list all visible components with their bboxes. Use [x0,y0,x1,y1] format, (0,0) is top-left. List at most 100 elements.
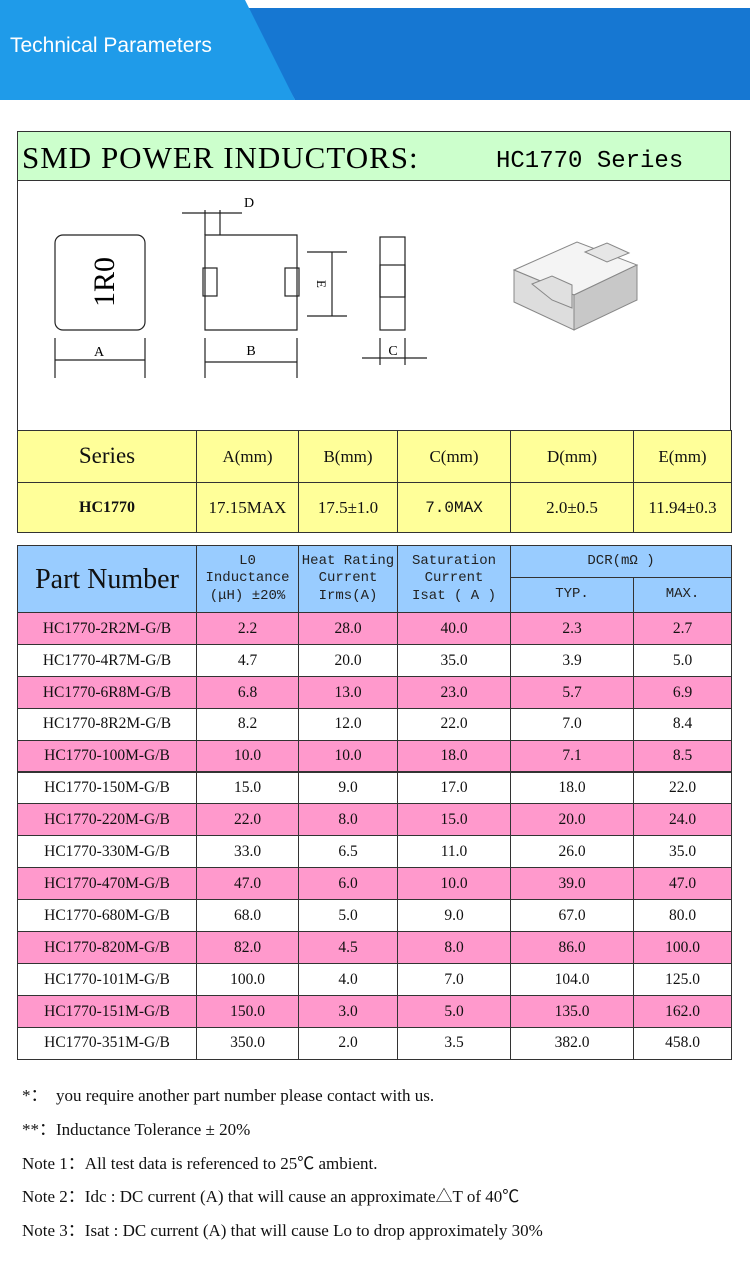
table-cell: HC1770-150M-G/B [17,771,197,805]
cell-text: 47.0 [668,874,697,892]
header-text: Isat ( A ) [411,587,496,604]
table-cell: 458.0 [633,1026,732,1060]
cell-text: 15.0 [233,779,262,797]
cell-text: 6.0 [338,874,358,892]
dim-header-text: Series [78,443,136,469]
table-cell: 18.0 [510,771,634,805]
table-cell: 47.0 [196,867,299,901]
note: Note 1：All test data is referenced to 25… [22,1153,378,1173]
cell-text: HC1770-100M-G/B [44,747,170,765]
cell-text: 3.9 [562,651,582,669]
table-cell: 9.0 [397,899,511,932]
cell-text: 82.0 [233,938,262,956]
cell-text: 12.0 [334,715,362,733]
drawing: 1R0 A D B E C [17,180,731,431]
cell-text: 15.0 [440,811,468,829]
dim-cell: 2.0±0.5 [510,482,634,533]
cell-text: 125.0 [665,970,700,988]
table-cell: 3.5 [397,1026,511,1060]
dim-header-text: C(mm) [429,446,479,466]
table-cell: 8.2 [196,707,299,741]
table-cell: 350.0 [196,1026,299,1060]
dim-cell: 7.0MAX [397,482,511,533]
cell-text: 382.0 [554,1034,590,1052]
cell-text: 24.0 [668,811,697,829]
banner: Technical Parameters [0,0,750,100]
header-text: Current [318,570,378,587]
cell-text: 35.0 [440,651,468,669]
table-cell: 2.0 [298,1026,398,1060]
table-cell: 11.0 [397,835,511,869]
cell-text: 7.0 [444,970,464,988]
cell-text: 20.0 [334,651,362,669]
header-cell: Heat Rating Current Irms(A) [298,545,398,613]
table-cell: 4.0 [298,962,398,996]
header-text: MAX. [665,586,700,603]
table-cell: 135.0 [510,994,634,1028]
cell-text: 4.7 [237,651,258,669]
table-cell: 6.9 [633,675,732,709]
header-cell: DCR(mΩ ) [510,545,732,578]
cell-text: 17.0 [440,779,468,797]
banner-light [0,0,295,100]
table-cell: 28.0 [298,612,398,645]
dim-label: A [94,345,105,360]
header-cell: TYP. [510,577,634,613]
cell-text: 39.0 [558,874,586,892]
table-cell: 7.0 [397,962,511,996]
cell-text: 5.0 [444,1002,464,1020]
table-cell: 3.9 [510,643,634,677]
table-cell: 10.0 [298,739,398,773]
table-cell: 4.7 [196,643,299,677]
header-text: DCR(mΩ ) [587,552,655,569]
cell-text: 4.5 [338,938,358,956]
dim-header: Series [17,430,197,483]
banner-title: Technical Parameters [10,34,212,57]
table-cell: 125.0 [633,962,732,996]
table-cell: 5.0 [633,643,732,677]
top-view [54,234,146,378]
dim-cell: 17.15MAX [196,482,299,533]
table-cell: 162.0 [633,994,732,1028]
table-cell: HC1770-220M-G/B [17,803,197,837]
cell-text: 13.0 [334,683,362,701]
table-cell: 15.0 [196,771,299,805]
dim-text: 17.15MAX [208,497,287,517]
table-cell: 47.0 [633,867,732,901]
note: *： you require another part number pleas… [22,1086,435,1105]
cell-text: 22.0 [668,779,697,797]
table-cell: 67.0 [510,899,634,932]
dim-cell: 11.94±0.3 [633,482,732,533]
table-cell: 20.0 [510,803,634,837]
table-cell: 3.0 [298,994,398,1028]
cell-text: 11.0 [440,843,468,861]
dim-header-text: B(mm) [323,446,373,466]
dim-header: B(mm) [298,430,398,483]
dim-text: 11.94±0.3 [648,497,717,517]
cell-text: 10.0 [334,747,362,765]
cell-text: HC1770-2R2M-G/B [42,619,172,637]
table-cell: 7.1 [510,739,634,773]
table-cell: 40.0 [397,612,511,645]
table-cell: 20.0 [298,643,398,677]
table-cell: 4.5 [298,931,398,964]
cell-text: HC1770-151M-G/B [44,1002,170,1020]
table-cell: HC1770-470M-G/B [17,867,197,901]
cell-text: 8.4 [672,715,693,733]
cell-text: 3.0 [338,1002,358,1020]
table-cell: 9.0 [298,771,398,805]
header-text: Heat Rating [301,552,395,569]
cell-text: 80.0 [668,906,697,924]
note: Note 3：Isat : DC current (A) that will c… [22,1221,543,1241]
table-cell: 80.0 [633,899,732,932]
cell-text: HC1770-351M-G/B [44,1034,170,1052]
dim-label: D [244,196,254,211]
cell-text: 20.0 [558,811,586,829]
table-cell: 82.0 [196,931,299,964]
table-cell: HC1770-820M-G/B [17,931,197,964]
cell-text: 8.2 [237,715,258,733]
table-cell: 5.0 [397,994,511,1028]
table-cell: 86.0 [510,931,634,964]
table-cell: 8.5 [633,739,732,773]
